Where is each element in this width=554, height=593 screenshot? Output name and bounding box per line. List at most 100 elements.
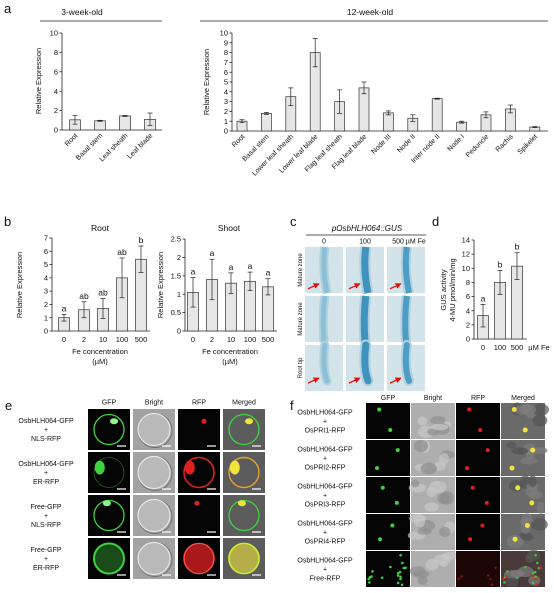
y-tick-label: 6 [44, 247, 48, 256]
y-tick-label: 10 [50, 29, 58, 38]
significance-letter: a [229, 262, 234, 272]
gfp-signal [367, 577, 370, 581]
y-tick-label: 1 [224, 117, 228, 126]
gus-micrograph [305, 295, 343, 343]
rfp-signal [485, 448, 490, 453]
panel-f-row-label: OsbHLH064-GFP [297, 558, 353, 565]
y-tick-label: 4 [44, 273, 48, 282]
cell-outline [137, 498, 171, 533]
category-label: 0 [481, 343, 485, 352]
significance-letter: a [191, 267, 196, 277]
fluorescence-micrograph [88, 452, 130, 493]
root-gus-stain [402, 295, 410, 343]
gfp-signal [388, 428, 393, 432]
gfp-signal [404, 566, 407, 570]
category-label: Lower leaf sheath [251, 133, 295, 177]
panel-f-row-label: OsbHLH064-GFP [297, 521, 353, 528]
gus-micrograph [346, 339, 384, 391]
rfp-signal [194, 500, 200, 506]
panel-f-fluorescence-grid: GFP Bright RFP Merged OsbHLH064-GFP + OsPRI1-R… [297, 395, 549, 587]
panel-f-column-header: GFP [381, 395, 396, 402]
fluorescence-micrograph [88, 538, 130, 579]
micrograph-background [366, 477, 410, 513]
panel-e-row-label: Free-GFP [30, 504, 61, 511]
gfp-signal [390, 523, 395, 528]
micrograph-background [366, 440, 410, 476]
cell-texture [520, 456, 538, 465]
cell-texture [532, 403, 549, 416]
micrograph-background [88, 409, 130, 450]
y-tick-label: 0 [224, 127, 228, 136]
cell-texture [409, 566, 426, 577]
gfp-signal [102, 500, 111, 507]
gfp-signal [396, 581, 400, 585]
fluorescence-micrograph [223, 495, 265, 536]
x-axis-label: (µM) [222, 357, 238, 366]
panel-f-row-label: + [323, 493, 327, 500]
gus-micrograph [387, 295, 425, 343]
gfp-signal [94, 544, 124, 573]
merged-signal [539, 566, 542, 570]
cell-texture [424, 502, 439, 512]
fluorescence-micrograph [133, 495, 175, 536]
cell-texture [527, 549, 541, 562]
gus-micrograph [305, 340, 343, 391]
fluorescence-micrograph [456, 403, 500, 439]
category-label: Node II [396, 133, 417, 154]
merged-signal [534, 577, 537, 581]
fluorescence-micrograph [178, 538, 220, 579]
category-label: 500 [135, 335, 148, 344]
fluorescence-micrograph [88, 495, 130, 536]
panel-c-column-header: 100 [359, 239, 371, 246]
bar-chart-5: 0 2 4 6 8 10 12 14 GUS activity 4-MU pmol/min/mg a… [439, 236, 550, 352]
bar-chart-4: Shoot 0 0.5 1 1.5 2 2.5 Relative Expression a 0 a 2… [156, 223, 277, 366]
merged-signal [229, 544, 259, 573]
cell-texture [511, 447, 529, 455]
fluorescence-micrograph [178, 495, 220, 536]
gus-micrograph [387, 246, 425, 295]
x-axis-label: Fe concentration [72, 347, 128, 356]
cell-texture [428, 480, 447, 493]
fluorescence-micrograph [133, 452, 175, 493]
rfp-signal [490, 583, 494, 586]
y-tick-label: 0 [54, 126, 58, 135]
micrograph-background [456, 403, 500, 439]
y-tick-label: 2 [54, 106, 58, 115]
panel-f-row-label: OsPRI1-RFP [305, 428, 346, 435]
gfp-signal [399, 577, 402, 581]
red-arrow-icon [348, 377, 361, 384]
fluorescence-micrograph [178, 452, 220, 493]
panel-c-column-header: 500 µM Fe [392, 239, 426, 246]
cell-texture [528, 575, 541, 586]
gfp-signal [368, 581, 371, 584]
category-label: Rachis [495, 133, 515, 153]
fluorescence-micrograph [501, 474, 546, 514]
significance-letter: b [498, 259, 503, 269]
panel-c-column-header: 0 [322, 239, 326, 246]
bar [261, 113, 272, 132]
y-tick-label: 0 [177, 327, 181, 336]
panel-f-row-label: OsPRI2-RFP [305, 465, 346, 472]
panel-label-b: b [4, 214, 11, 229]
gfp-signal [378, 537, 383, 542]
root-gus-stain [402, 246, 412, 294]
panel-f-row-label: + [323, 530, 327, 537]
cell-outline [137, 412, 171, 447]
chart-title: Shoot [218, 223, 241, 233]
y-axis-label: Relative Expression [34, 48, 43, 114]
cell-texture [536, 501, 546, 514]
cell-texture [519, 403, 537, 415]
significance-letter: a [62, 303, 67, 313]
y-tick-label: 8 [54, 48, 58, 57]
y-tick-label: 7 [224, 58, 228, 67]
gfp-signal [370, 575, 373, 578]
fluorescence-micrograph [366, 514, 410, 550]
rfp-signal [486, 574, 490, 577]
panel-f-row-label: OsbHLH064-GFP [297, 484, 353, 491]
gfp-signal [93, 457, 125, 488]
panel-label-e: e [5, 398, 12, 413]
root-gus-stain [360, 295, 370, 343]
root-gus-stain [402, 342, 413, 384]
merged-signal [506, 570, 509, 573]
